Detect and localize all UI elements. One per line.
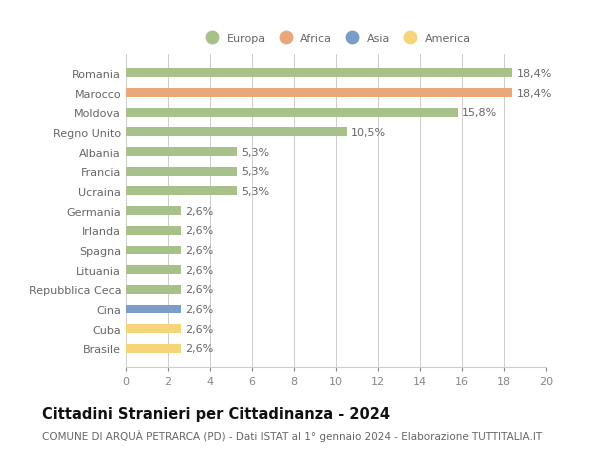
Text: 2,6%: 2,6% bbox=[185, 304, 213, 314]
Text: 2,6%: 2,6% bbox=[185, 206, 213, 216]
Text: 18,4%: 18,4% bbox=[517, 88, 552, 98]
Text: 2,6%: 2,6% bbox=[185, 246, 213, 255]
Text: 2,6%: 2,6% bbox=[185, 285, 213, 295]
Bar bbox=[126, 168, 238, 176]
Bar bbox=[126, 344, 181, 353]
Bar bbox=[126, 246, 181, 255]
Text: 10,5%: 10,5% bbox=[350, 128, 386, 138]
Bar bbox=[126, 69, 512, 78]
Text: 5,3%: 5,3% bbox=[241, 147, 269, 157]
Text: 15,8%: 15,8% bbox=[462, 108, 497, 118]
Bar bbox=[126, 207, 181, 216]
Text: 2,6%: 2,6% bbox=[185, 226, 213, 236]
Text: 2,6%: 2,6% bbox=[185, 324, 213, 334]
Bar bbox=[126, 305, 181, 314]
Bar bbox=[126, 148, 238, 157]
Text: 18,4%: 18,4% bbox=[517, 69, 552, 78]
Text: COMUNE DI ARQUÀ PETRARCA (PD) - Dati ISTAT al 1° gennaio 2024 - Elaborazione TUT: COMUNE DI ARQUÀ PETRARCA (PD) - Dati IST… bbox=[42, 429, 542, 441]
Bar bbox=[126, 285, 181, 294]
Text: 2,6%: 2,6% bbox=[185, 344, 213, 353]
Bar bbox=[126, 89, 512, 98]
Bar bbox=[126, 226, 181, 235]
Text: 2,6%: 2,6% bbox=[185, 265, 213, 275]
Bar bbox=[126, 266, 181, 274]
Text: 5,3%: 5,3% bbox=[241, 167, 269, 177]
Text: Cittadini Stranieri per Cittadinanza - 2024: Cittadini Stranieri per Cittadinanza - 2… bbox=[42, 406, 390, 421]
Legend: Europa, Africa, Asia, America: Europa, Africa, Asia, America bbox=[197, 29, 475, 48]
Text: 5,3%: 5,3% bbox=[241, 186, 269, 196]
Bar bbox=[126, 108, 458, 118]
Bar bbox=[126, 325, 181, 333]
Bar bbox=[126, 187, 238, 196]
Bar bbox=[126, 128, 347, 137]
